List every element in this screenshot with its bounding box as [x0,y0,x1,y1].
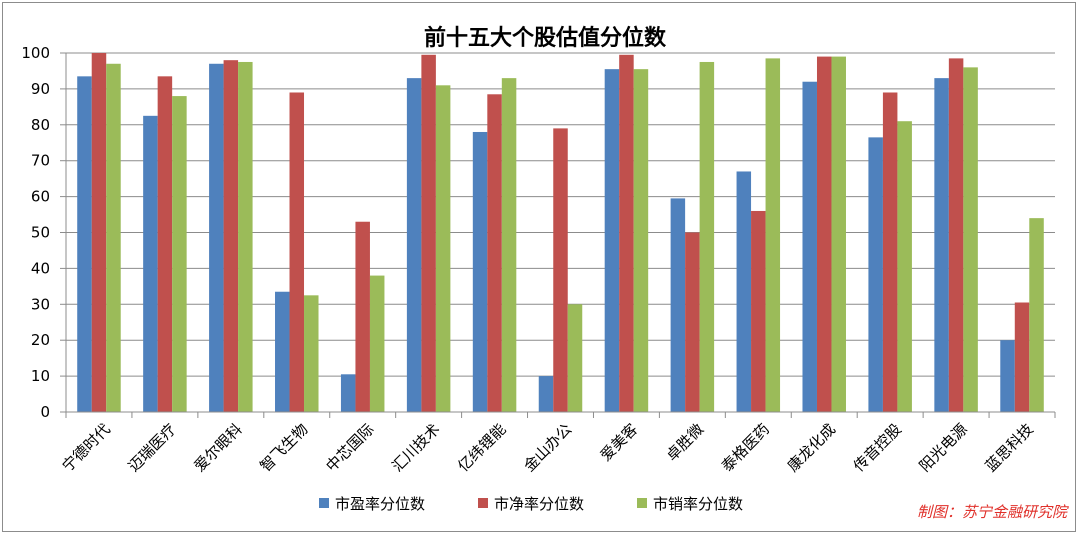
x-tick-label: 康龙化成 [784,420,839,475]
bars [77,53,1044,413]
x-tick-label: 亿纬锂能 [454,420,509,475]
y-tick-label: 90 [31,80,50,98]
bar [751,210,766,412]
bar [948,58,964,412]
bar [538,376,554,412]
bar [172,96,187,412]
x-tick-label: 智飞生物 [256,420,311,475]
bar [209,63,224,413]
bar [816,56,832,413]
y-tick-label: 0 [40,403,50,421]
legend-label: 市盈率分位数 [335,495,425,513]
bar [882,92,898,413]
x-tick-label: 泰格医药 [718,420,773,475]
bar [934,78,949,412]
bar [897,121,912,413]
legend-label: 市净率分位数 [494,495,584,513]
bar [289,92,305,413]
bar [765,58,781,412]
x-tick-label: 中芯国际 [322,420,377,475]
bar [1029,218,1044,412]
bar [831,56,846,413]
chart-title: 前十五大个股估值分位数 [424,25,667,51]
bar [963,67,978,413]
x-tick-label: 蓝思科技 [982,420,1037,475]
y-tick-label: 100 [21,44,50,62]
y-tick-label: 40 [31,259,50,277]
bar [77,76,92,413]
legend-label: 市销率分位数 [653,495,743,513]
legend-swatch [478,498,488,508]
bar [238,61,253,412]
x-tick-label: 金山办公 [520,420,575,475]
bar [1014,302,1030,412]
y-tick-label: 80 [31,116,50,134]
x-tick-label: 宁德时代 [59,420,114,475]
bar [304,295,319,412]
bar [699,61,715,412]
x-tick-label: 卓胜微 [663,420,708,465]
y-tick-label: 60 [31,188,50,206]
bar [369,275,385,412]
bar [435,85,451,412]
y-tick-label: 10 [31,367,50,385]
bar [340,374,356,412]
bar [421,54,436,413]
x-tick-label: 汇川技术 [388,420,443,475]
bar [736,171,752,412]
y-axis-ticks: 0 10 20 30 40 50 60 70 80 90 100 [21,44,50,421]
bar [91,53,107,412]
bar [1000,340,1015,412]
bar [143,115,158,412]
bar [487,94,502,412]
bar [106,63,121,413]
bar [604,69,620,412]
legend: 市盈率分位数 市净率分位数 市销率分位数 [319,495,743,513]
y-tick-label: 20 [31,331,50,349]
axes [60,52,1056,418]
x-tick-label: 爱美客 [597,420,642,465]
bar [501,78,517,412]
x-tick-label: 迈瑞医疗 [125,420,180,475]
bar [275,291,290,412]
x-axis-ticks: 宁德时代 迈瑞医疗 爱尔眼科 智飞生物 中芯国际 汇川技术 亿纬锂能 金山办公 爱美客 卓胜微 泰格… [59,420,1037,475]
bar [802,81,817,412]
chart-credit: 制图：苏宁金融研究院 [917,503,1069,521]
bar-chart: 前十五大个股估值分位数 0 10 20 30 40 50 60 70 80 90 100 宁德时代迈… [21,25,1069,521]
bar [472,131,488,413]
bar [567,304,583,412]
x-tick-label: 阳光电源 [916,420,971,475]
bar [633,69,649,412]
y-tick-label: 70 [31,152,50,170]
bar [685,232,700,412]
bar [355,221,370,412]
bar [157,76,173,413]
bar [406,78,422,412]
bar [670,198,686,412]
bar [619,54,634,413]
bar [553,128,568,412]
y-tick-label: 50 [31,224,50,242]
bar [868,137,883,413]
y-tick-label: 30 [31,295,50,313]
x-tick-label: 传音控股 [850,420,905,475]
legend-swatch [319,498,329,508]
legend-swatch [637,498,647,508]
bar [223,60,239,413]
x-tick-label: 爱尔眼科 [190,420,245,475]
